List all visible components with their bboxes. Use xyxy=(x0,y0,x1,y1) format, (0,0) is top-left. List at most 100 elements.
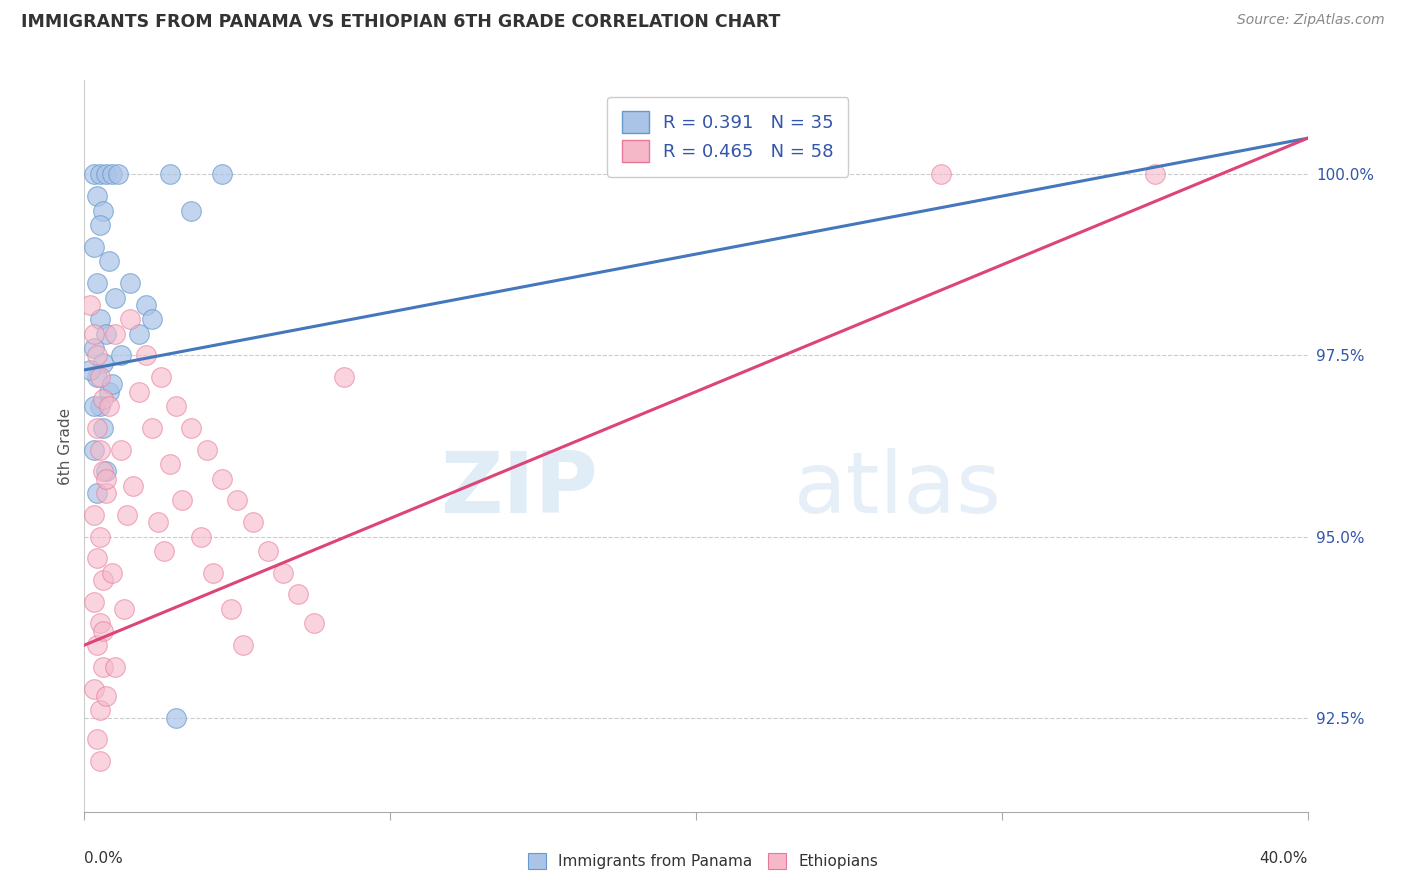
Point xyxy=(86,349,108,363)
Point xyxy=(86,638,108,652)
Point xyxy=(159,168,181,182)
Point xyxy=(226,493,249,508)
Y-axis label: 6th Grade: 6th Grade xyxy=(58,408,73,484)
Point xyxy=(91,624,114,638)
Point xyxy=(271,566,294,580)
Point xyxy=(104,291,127,305)
Point xyxy=(89,312,111,326)
Point xyxy=(115,508,138,522)
Point xyxy=(110,442,132,457)
Point xyxy=(83,681,105,696)
Point xyxy=(89,616,111,631)
Point xyxy=(86,732,108,747)
Point xyxy=(97,384,120,399)
Point xyxy=(112,602,135,616)
Point xyxy=(110,349,132,363)
Point xyxy=(89,168,111,182)
Point xyxy=(83,399,105,413)
Point xyxy=(101,566,124,580)
Point xyxy=(104,660,127,674)
Text: atlas: atlas xyxy=(794,449,1002,532)
Point xyxy=(190,529,212,543)
Point xyxy=(83,168,105,182)
Point xyxy=(91,203,114,218)
Point xyxy=(195,442,218,457)
Point xyxy=(149,370,172,384)
Point xyxy=(91,660,114,674)
Point xyxy=(89,529,111,543)
Point xyxy=(89,370,111,384)
Point xyxy=(165,710,187,724)
Point xyxy=(165,399,187,413)
Point xyxy=(211,472,233,486)
Point xyxy=(83,341,105,355)
Point xyxy=(94,326,117,341)
Point xyxy=(91,464,114,478)
Point xyxy=(287,587,309,601)
Text: IMMIGRANTS FROM PANAMA VS ETHIOPIAN 6TH GRADE CORRELATION CHART: IMMIGRANTS FROM PANAMA VS ETHIOPIAN 6TH … xyxy=(21,13,780,31)
Point xyxy=(128,326,150,341)
Point xyxy=(89,703,111,717)
Point xyxy=(242,515,264,529)
Point xyxy=(86,370,108,384)
Point xyxy=(94,689,117,703)
Point xyxy=(180,421,202,435)
Point xyxy=(83,595,105,609)
Point xyxy=(89,754,111,768)
Point xyxy=(94,464,117,478)
Point xyxy=(91,356,114,370)
Point xyxy=(97,399,120,413)
Point xyxy=(104,326,127,341)
Point xyxy=(86,421,108,435)
Point xyxy=(172,493,194,508)
Point xyxy=(135,349,157,363)
Point xyxy=(83,326,105,341)
Point xyxy=(146,515,169,529)
Point xyxy=(83,442,105,457)
Point xyxy=(97,254,120,268)
Point xyxy=(141,312,163,326)
Point xyxy=(94,486,117,500)
Point xyxy=(1143,168,1166,182)
Point xyxy=(232,638,254,652)
Point xyxy=(89,442,111,457)
Point xyxy=(141,421,163,435)
Text: 0.0%: 0.0% xyxy=(84,851,124,865)
Text: ZIP: ZIP xyxy=(440,449,598,532)
Point xyxy=(219,602,242,616)
Point xyxy=(91,392,114,406)
Point xyxy=(107,168,129,182)
Point xyxy=(94,472,117,486)
Point xyxy=(211,168,233,182)
Point xyxy=(91,421,114,435)
Point xyxy=(120,312,142,326)
Point xyxy=(201,566,224,580)
Point xyxy=(122,479,145,493)
Legend: R = 0.391   N = 35, R = 0.465   N = 58: R = 0.391 N = 35, R = 0.465 N = 58 xyxy=(607,96,848,177)
Point xyxy=(89,399,111,413)
Point xyxy=(135,298,157,312)
Point xyxy=(86,551,108,566)
Point xyxy=(83,240,105,254)
Point xyxy=(79,298,101,312)
Point xyxy=(83,508,105,522)
Point xyxy=(86,486,108,500)
Point xyxy=(128,384,150,399)
Legend: Immigrants from Panama, Ethiopians: Immigrants from Panama, Ethiopians xyxy=(522,847,884,875)
Point xyxy=(79,363,101,377)
Point xyxy=(257,544,280,558)
Point xyxy=(120,276,142,290)
Point xyxy=(153,544,176,558)
Text: 40.0%: 40.0% xyxy=(1260,851,1308,865)
Point xyxy=(159,457,181,471)
Point xyxy=(302,616,325,631)
Point xyxy=(101,377,124,392)
Point xyxy=(101,168,124,182)
Point xyxy=(86,189,108,203)
Point xyxy=(929,168,952,182)
Point xyxy=(86,276,108,290)
Point xyxy=(91,573,114,587)
Point xyxy=(180,203,202,218)
Point xyxy=(94,168,117,182)
Text: Source: ZipAtlas.com: Source: ZipAtlas.com xyxy=(1237,13,1385,28)
